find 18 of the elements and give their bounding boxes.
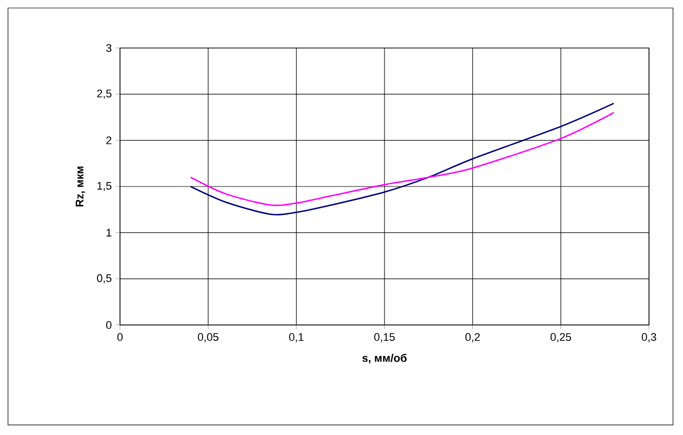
- y-axis-title: Rz, мкм: [76, 166, 86, 206]
- x-tick-label: 0,05: [198, 333, 218, 342]
- line-series: [190, 102, 614, 216]
- x-tick-label: 0,25: [550, 333, 572, 342]
- y-tick-label: 2,5: [97, 90, 112, 99]
- x-tick-label: 0,15: [374, 333, 395, 342]
- x-tick-label: 0: [117, 333, 123, 341]
- y-tick-label: 1: [106, 228, 112, 236]
- line-series: [190, 112, 614, 206]
- x-tick-label: 0,1: [289, 333, 304, 342]
- y-tick-label: 3: [106, 44, 112, 52]
- y-tick-label: 0: [106, 321, 112, 329]
- y-tick-label: 1,5: [97, 182, 112, 191]
- y-tick-label: 0,5: [97, 274, 112, 284]
- x-tick-label: 0,2: [465, 333, 480, 342]
- x-tick-label: 0,3: [642, 333, 656, 342]
- x-axis-title: s, мм/об: [362, 354, 407, 364]
- y-tick-label: 2: [106, 136, 112, 144]
